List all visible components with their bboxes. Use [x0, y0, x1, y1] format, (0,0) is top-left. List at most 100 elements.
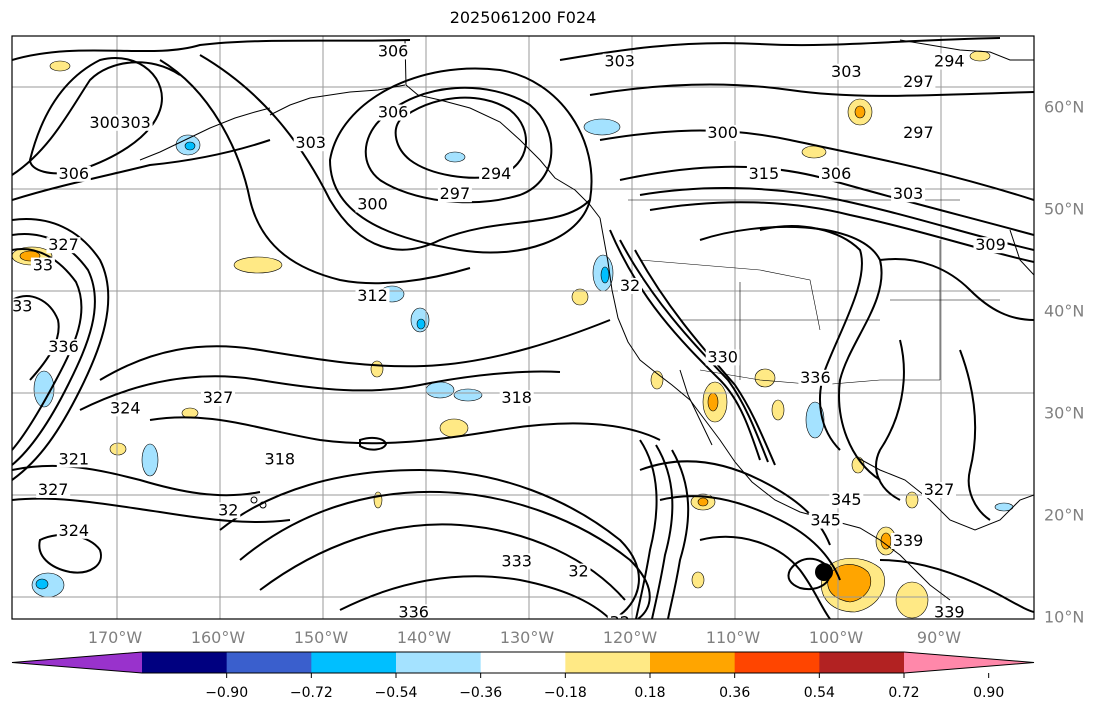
- contour-label: 33: [12, 296, 32, 315]
- longitude-label: 140°W: [397, 628, 452, 647]
- coastline-aleutians: [139, 107, 271, 161]
- longitude-label: 120°W: [603, 628, 658, 647]
- coastline-alaska-bc: [404, 39, 601, 219]
- contour-line: [667, 449, 690, 619]
- longitude-label: 110°W: [706, 628, 761, 647]
- colorbar-segment: [226, 652, 312, 673]
- colorbar-tick-label: 0.72: [888, 685, 919, 701]
- contour-label-bg: [293, 135, 328, 152]
- contour-label: 333: [501, 551, 532, 570]
- contour-label-bg: [56, 165, 91, 182]
- contour-line: [12, 61, 181, 176]
- contour-line: [699, 535, 831, 619]
- contours: [12, 37, 1034, 619]
- colorbar-extend-low: [12, 652, 142, 673]
- border-states: [639, 259, 821, 331]
- contour-label-bg: [376, 43, 411, 60]
- shaded-patch: [600, 266, 610, 284]
- shaded-patch: [905, 491, 919, 509]
- contour-label-bg: [829, 63, 864, 80]
- contour-label: 297: [903, 123, 934, 142]
- contour-label-bg: [901, 124, 936, 141]
- contour-label-bg: [798, 369, 833, 386]
- contour-line: [99, 319, 611, 381]
- contour-line: [589, 83, 1034, 97]
- latitude-label: 50°N: [1044, 199, 1084, 218]
- contour-line: [879, 258, 1034, 321]
- contour-label-bg: [30, 257, 55, 274]
- contour-label-bg: [376, 104, 411, 121]
- shaded-patch: [771, 399, 785, 421]
- contour-label: 315: [749, 164, 780, 183]
- shaded-patch: [425, 381, 455, 399]
- contour-line: [875, 339, 905, 501]
- contour-label-bg: [607, 614, 632, 619]
- contour-label-bg: [499, 553, 534, 570]
- colorbar-extend-high: [904, 652, 1034, 673]
- shaded-patch: [49, 60, 71, 72]
- contour-label-bg: [56, 451, 91, 468]
- contour-line: [328, 67, 593, 254]
- shaded-patch: [33, 370, 55, 408]
- contour-line: [635, 439, 658, 619]
- contour-label: 312: [357, 286, 388, 305]
- contour-label: 327: [38, 480, 69, 499]
- shaded-patch: [854, 105, 866, 119]
- contour-label-bg: [355, 196, 390, 213]
- contour-line: [599, 129, 1034, 201]
- contour-label: 303: [295, 133, 326, 152]
- contour-label-bg: [891, 532, 926, 549]
- contour-label-bg: [808, 512, 843, 529]
- contour-label-bg: [705, 124, 740, 141]
- contour-line: [159, 59, 471, 285]
- contour-line: [12, 497, 291, 523]
- shaded-patch: [439, 418, 469, 438]
- contour-line: [12, 218, 110, 481]
- contour-label: 294: [934, 52, 965, 71]
- contour-label: 300: [707, 123, 738, 142]
- shaded-patch: [707, 392, 719, 412]
- contour-label: 318: [265, 449, 296, 468]
- contour-label: 32: [218, 500, 238, 519]
- contour-label-bg: [36, 481, 71, 498]
- colorbar-segment: [650, 652, 736, 673]
- latitude-labels: 60°N 50°N 40°N 30°N 20°N 10°N: [1044, 97, 1084, 626]
- colorbar-tick-label: 0.18: [634, 685, 665, 701]
- contour-line: [959, 349, 991, 521]
- shaded-patch: [233, 256, 283, 274]
- contour-label-bg: [12, 298, 35, 315]
- contour-label: 318: [501, 388, 532, 407]
- contour-label-bg: [901, 73, 936, 90]
- longitude-labels: 170°W 160°W 150°W 140°W 130°W 120°W 110°W 100°W…: [88, 628, 961, 647]
- contour-label: 324: [110, 398, 141, 417]
- colorbar-ticks: −0.90 −0.72 −0.54 −0.36 −0.18 0.18 0.36 0.54 0.7…: [205, 673, 1004, 701]
- longitude-label: 100°W: [809, 628, 864, 647]
- colorbar-tick-label: −0.90: [205, 685, 248, 701]
- longitude-label: 90°W: [917, 628, 961, 647]
- contour-label: 345: [810, 511, 841, 530]
- contour-label-bg: [355, 288, 390, 305]
- contour-label-bg: [922, 481, 956, 498]
- contour-label-bg: [262, 451, 297, 468]
- coastline-hawaii: [250, 496, 258, 504]
- contour-label-bg: [201, 390, 235, 407]
- shaded-patch: [370, 360, 384, 378]
- contour-line: [559, 37, 1001, 61]
- contour-label: 303: [604, 52, 635, 71]
- contour-label-bg: [618, 277, 642, 294]
- contour-label: 345: [831, 490, 862, 509]
- contour-line: [359, 436, 388, 451]
- contour-label: 327: [48, 235, 79, 254]
- contour-label-bg: [46, 339, 81, 356]
- contour-label: 306: [378, 41, 409, 60]
- contour-line: [619, 239, 769, 463]
- contour-label: 339: [893, 531, 924, 550]
- contour-label: 336: [398, 602, 429, 621]
- contour-label: 303: [120, 113, 151, 132]
- map-frame: [11, 35, 1035, 620]
- contour-label-bg: [437, 186, 472, 203]
- colorbar-segment: [819, 652, 905, 673]
- contour-label-bg: [746, 165, 781, 182]
